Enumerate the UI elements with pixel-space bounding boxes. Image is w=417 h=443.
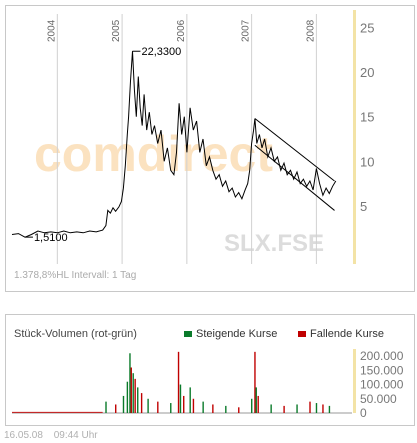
volume-bar	[115, 404, 117, 413]
volume-bar	[238, 407, 240, 413]
y-tick-label-5: 5	[360, 199, 367, 214]
volume-y-tick-100000: 100.000	[360, 378, 404, 392]
volume-bar	[140, 393, 143, 413]
symbol-label: SLX.FSE	[224, 230, 324, 257]
timestamp-footer: 16.05.08 09:44 Uhr	[4, 430, 106, 441]
x-tick-label-2006: 2006	[176, 19, 187, 42]
volume-bar	[202, 401, 204, 413]
chart-info-text: 1.378,8%HL Intervall: 1 Tag	[14, 270, 137, 281]
y-tick-label-20: 20	[360, 65, 374, 80]
volume-bar	[309, 401, 311, 413]
volume-bar	[122, 395, 125, 413]
volume-y-tick-150000: 150.000	[360, 363, 404, 377]
y-axis-bar	[353, 10, 356, 264]
legend-up: Steigende Kurse	[184, 328, 277, 340]
volume-bar	[283, 405, 285, 413]
volume-bar	[225, 405, 227, 413]
volume-bar	[147, 398, 149, 413]
volume-bar	[129, 353, 131, 413]
x-tick-label-2008: 2008	[305, 19, 316, 42]
volume-bar	[134, 378, 136, 413]
x-tick-label-2007: 2007	[241, 19, 252, 42]
volume-bar	[183, 395, 185, 413]
volume-bar	[105, 401, 107, 413]
volume-bar	[251, 398, 253, 413]
volume-bar	[179, 384, 182, 413]
volume-bar	[255, 387, 257, 413]
y-tick-label-25: 25	[360, 20, 374, 35]
legend-down-swatch	[298, 331, 306, 337]
trend-line-upper	[254, 118, 335, 182]
volume-chart-panel: Stück-Volumen (rot-grün) Steigende Kurse…	[5, 314, 415, 426]
volume-bar	[257, 395, 259, 413]
y-tick-label-15: 15	[360, 110, 374, 125]
volume-bar	[212, 404, 214, 413]
volume-y-tick-200000: 200.000	[360, 349, 404, 363]
volume-bar	[189, 387, 191, 413]
volume-title: Stück-Volumen (rot-grün)	[14, 328, 137, 340]
high-label: 22,3300	[141, 46, 181, 58]
price-chart-panel: comdirect SLX.FSE 2004 2005 2006 2007 2008 5 10 1…	[5, 5, 415, 292]
timestamp-date: 16.05.08	[4, 430, 43, 441]
watermark-text: comdirect	[34, 126, 273, 182]
volume-band-early	[12, 411, 103, 413]
volume-bar	[170, 403, 172, 413]
volume-bar	[322, 404, 324, 413]
timestamp-time: 09:44 Uhr	[53, 430, 98, 441]
volume-bar	[254, 351, 256, 413]
volume-bar	[270, 404, 272, 413]
volume-bar	[296, 404, 298, 413]
volume-bar	[177, 351, 180, 413]
x-tick-label-2004: 2004	[46, 19, 57, 42]
legend-down: Fallende Kurse	[298, 328, 384, 340]
volume-bar	[137, 387, 139, 413]
volume-y-tick-0: 0	[360, 406, 367, 420]
volume-bar	[157, 401, 159, 413]
legend-up-label: Steigende Kurse	[196, 328, 278, 340]
price-chart: comdirect SLX.FSE 2004 2005 2006 2007 2008 5 10 1…	[11, 10, 374, 264]
y-tick-label-10: 10	[360, 154, 374, 169]
volume-y-axis-bar	[353, 349, 356, 413]
volume-bar	[126, 381, 129, 413]
volume-bar	[328, 405, 331, 413]
legend-down-label: Fallende Kurse	[310, 328, 384, 340]
volume-bar	[192, 398, 195, 413]
legend-up-swatch	[184, 331, 192, 337]
volume-bar	[315, 403, 318, 413]
volume-y-tick-50000: 50.000	[360, 392, 397, 406]
x-tick-label-2005: 2005	[111, 19, 122, 42]
volume-bar	[130, 367, 132, 413]
low-label: 1,5100	[34, 232, 68, 244]
price-line	[11, 51, 337, 238]
volume-bar	[132, 373, 134, 413]
